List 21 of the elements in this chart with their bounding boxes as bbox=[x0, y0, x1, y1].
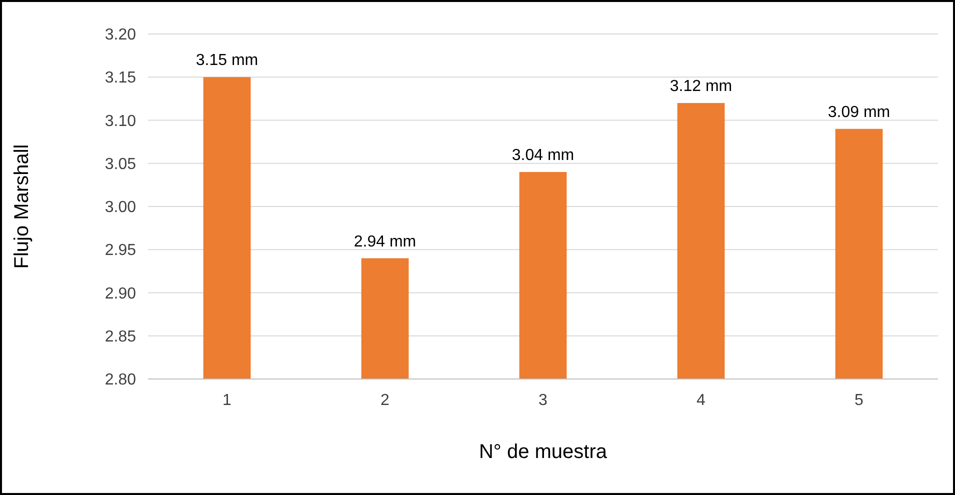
y-axis-title: Flujo Marshall bbox=[11, 144, 33, 269]
x-tick-label: 3 bbox=[538, 392, 548, 409]
y-tick-label: 3.05 bbox=[104, 156, 136, 173]
x-tick-label: 5 bbox=[854, 392, 864, 409]
y-tick-label: 3.20 bbox=[104, 26, 136, 44]
x-tick-label: 2 bbox=[380, 392, 390, 409]
x-tick-label: 1 bbox=[222, 392, 232, 409]
data-label: 2.94 mm bbox=[354, 233, 416, 250]
y-tick-label: 2.85 bbox=[104, 328, 136, 346]
y-tick-label: 3.00 bbox=[104, 199, 136, 216]
data-label: 3.04 mm bbox=[512, 147, 574, 164]
y-tick-label: 2.90 bbox=[104, 285, 136, 302]
y-tick-label: 3.10 bbox=[104, 112, 136, 130]
x-axis-title: N° de muestra bbox=[478, 441, 608, 463]
x-tick-label: 4 bbox=[696, 392, 706, 409]
data-label: 3.15 mm bbox=[196, 52, 258, 70]
y-tick-label: 2.80 bbox=[104, 372, 136, 389]
y-tick-label: 3.15 bbox=[104, 70, 136, 87]
data-label: 3.12 mm bbox=[670, 78, 732, 95]
y-tick-label: 2.95 bbox=[104, 242, 136, 260]
data-label: 3.09 mm bbox=[828, 104, 890, 121]
